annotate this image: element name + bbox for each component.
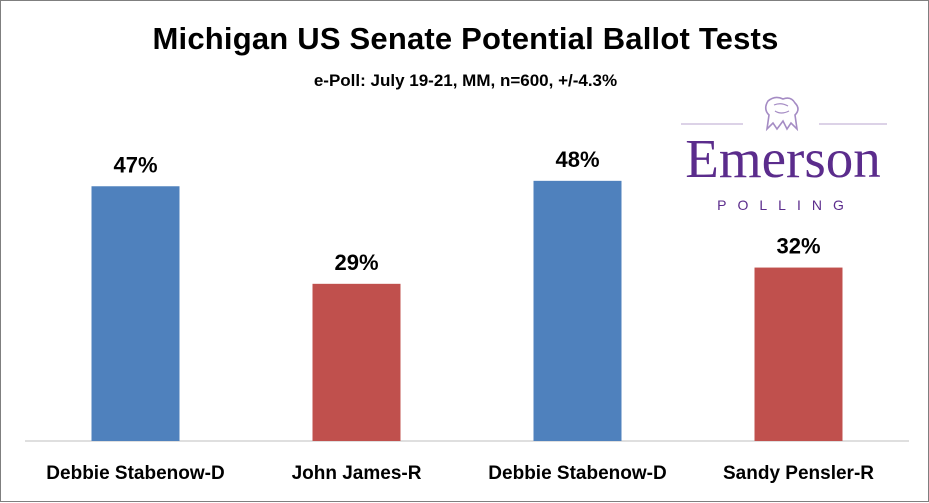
emerson-polling-logo: Emerson POLLING — [671, 93, 893, 223]
data-label-1: 29% — [334, 250, 378, 275]
category-label-3: Sandy Pensler-R — [723, 463, 874, 484]
chart-title: Michigan US Senate Potential Ballot Test… — [152, 21, 779, 56]
bar-0 — [91, 186, 180, 441]
category-label-0: Debbie Stabenow-D — [46, 463, 224, 484]
bar-2 — [533, 180, 622, 441]
bar-3 — [754, 267, 843, 441]
chart-subtitle: e-Poll: July 19-21, MM, n=600, +/-4.3% — [313, 71, 618, 90]
logo-subtitle: POLLING — [717, 197, 855, 213]
data-label-0: 47% — [113, 152, 157, 177]
lion-crest-icon — [681, 96, 887, 132]
category-label-2: Debbie Stabenow-D — [488, 463, 666, 484]
logo-wordmark: Emerson — [685, 128, 881, 189]
bar-1 — [312, 283, 401, 441]
data-label-2: 48% — [555, 147, 599, 172]
category-label-1: John James-R — [292, 463, 422, 484]
data-label-3: 32% — [776, 234, 820, 259]
